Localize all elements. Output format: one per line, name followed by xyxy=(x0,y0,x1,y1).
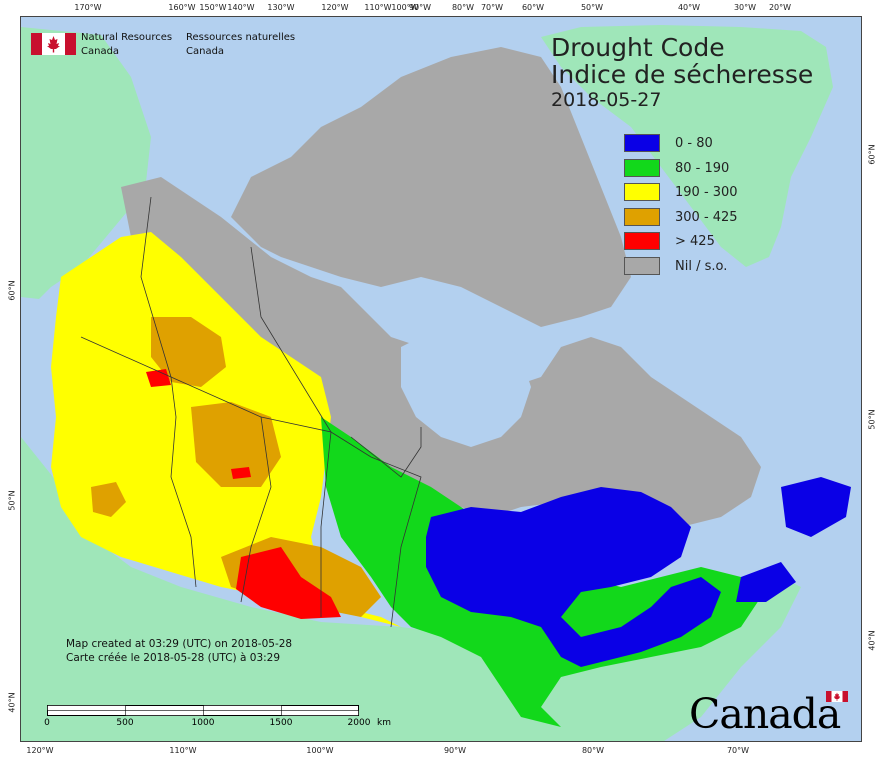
scale-bar: 0 500 1000 1500 2000 km xyxy=(44,705,391,733)
tick-label: 150°W xyxy=(199,3,227,12)
tick-label: 60°W xyxy=(521,3,545,12)
agency-en-line1: Natural Resources xyxy=(81,32,173,43)
map-canvas xyxy=(21,25,851,741)
arctic-archipelago xyxy=(231,47,631,327)
tick-label: 60°N xyxy=(7,280,17,301)
legend-swatch xyxy=(624,232,660,250)
boundary-ab-sk xyxy=(170,376,272,603)
title-fr: Indice de sécheresse xyxy=(551,60,814,89)
canada-wordmark: Canada xyxy=(689,686,849,738)
tick-label: 120°W xyxy=(26,746,54,755)
legend-label: > 425 xyxy=(675,234,715,249)
orange-patch-north xyxy=(151,317,226,387)
legend-swatch xyxy=(624,207,660,226)
orange-patch-west xyxy=(91,482,126,517)
map-panel xyxy=(20,16,862,742)
legend-label: Nil / s.o. xyxy=(675,258,728,274)
tick-label: 30°W xyxy=(733,3,757,12)
tick-label: 70°W xyxy=(726,746,750,755)
tick-label: 80°W xyxy=(451,3,475,12)
agency-fr-line2: Canada xyxy=(186,46,225,57)
hudson-bay xyxy=(401,327,531,447)
canada-wordmark-text: Canada xyxy=(689,690,841,738)
scale-label: 500 xyxy=(116,718,134,728)
red-patch-south xyxy=(236,547,341,619)
title-date: 2018-05-27 xyxy=(551,89,662,111)
canada-flag-icon xyxy=(31,33,76,55)
tick-label: 90°W xyxy=(408,3,432,12)
alaska-land xyxy=(21,27,151,299)
legend-label: 300 - 425 xyxy=(675,209,738,225)
tick-label: 160°W xyxy=(168,3,196,12)
boundary-mb-on xyxy=(330,431,422,628)
scale-label: 2000 xyxy=(347,718,371,728)
tick-label: 140°W xyxy=(227,3,255,12)
agency-name-fr: Ressources naturelles Canada xyxy=(186,31,295,59)
tick-label: 110°W xyxy=(364,3,392,12)
scale-label: 0 xyxy=(44,718,50,728)
legend-swatch xyxy=(624,183,660,201)
agency-fr-line1: Ressources naturelles xyxy=(186,32,296,43)
tick-label: 50°W xyxy=(580,3,604,12)
wordmark-flag-icon xyxy=(826,691,848,702)
nova-scotia-blue xyxy=(736,562,796,602)
tick-label: 20°W xyxy=(768,3,792,12)
orange-patch-center xyxy=(191,402,281,487)
legend-label: 190 - 300 xyxy=(675,185,738,200)
tick-label: 130°W xyxy=(267,3,295,12)
red-patch-center xyxy=(231,467,251,479)
legend-swatch xyxy=(624,256,660,275)
scale-label: 1000 xyxy=(191,718,215,728)
tick-label: 120°W xyxy=(321,3,349,12)
title-en: Drought Code xyxy=(551,33,725,62)
tick-label: 40°W xyxy=(677,3,701,12)
creation-note: Map created at 03:29 (UTC) on 2018-05-28… xyxy=(66,637,292,665)
boundary-bc-ab xyxy=(80,336,197,588)
tick-label: 40°N xyxy=(867,630,877,651)
legend-swatch xyxy=(624,134,660,152)
agency-name-en: Natural Resources Canada xyxy=(81,31,172,59)
legend-label: 80 - 190 xyxy=(675,160,730,176)
tick-label: 50°N xyxy=(867,409,877,430)
north-mainland xyxy=(121,177,761,527)
tick-label: 100°W xyxy=(306,746,334,755)
tick-label: 40°N xyxy=(7,692,17,713)
boundary-sk-mb xyxy=(260,416,332,617)
legend-label: 0 - 80 xyxy=(675,136,713,151)
tick-label: 60°N xyxy=(867,144,877,165)
tick-label: 80°W xyxy=(581,746,605,755)
tick-label: 70°W xyxy=(480,3,504,12)
map-title: Drought Code Indice de sécheresse 2018-0… xyxy=(551,34,813,111)
scale-unit: km xyxy=(377,718,391,728)
eastern-blue-region xyxy=(426,487,721,667)
tick-label: 50°N xyxy=(7,490,17,511)
scale-label: 1500 xyxy=(269,718,293,728)
maritimes-blue xyxy=(781,477,851,537)
scale-bar-graphic xyxy=(47,705,359,716)
boundary-territories xyxy=(140,196,422,478)
creation-note-fr: Carte créée le 2018-05-28 (UTC) à 03:29 xyxy=(66,652,281,664)
red-patch-north xyxy=(146,369,171,387)
tick-label: 90°W xyxy=(443,746,467,755)
tick-label: 170°W xyxy=(74,3,102,12)
tick-label: 110°W xyxy=(169,746,197,755)
agency-en-line2: Canada xyxy=(81,46,120,57)
legend-swatch xyxy=(624,158,660,177)
tick-label: 100°W xyxy=(391,3,419,12)
creation-note-en: Map created at 03:29 (UTC) on 2018-05-28 xyxy=(66,638,293,650)
greenland-land xyxy=(541,25,833,267)
